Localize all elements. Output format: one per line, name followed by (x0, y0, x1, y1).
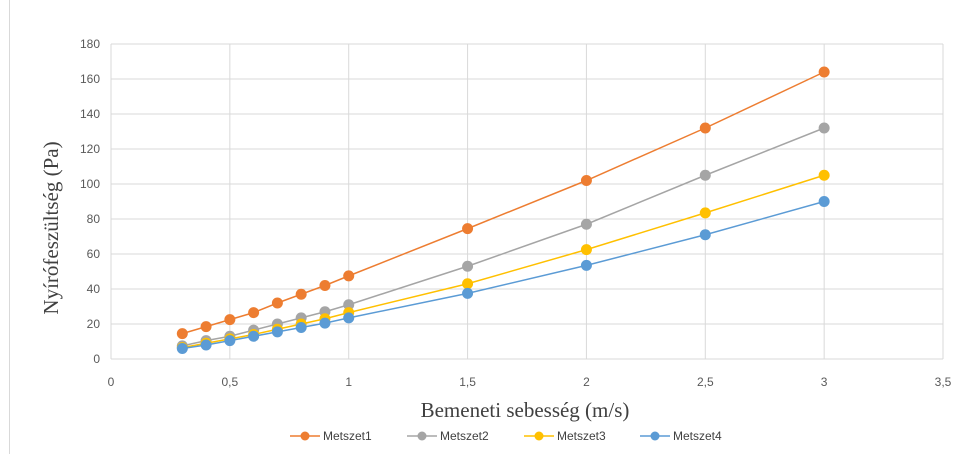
x-tick-labels: 0 0,5 1 1,5 2 2,5 3 3,5 (108, 375, 952, 389)
series-line (182, 127, 825, 347)
x-tick-label: 1,5 (459, 375, 476, 389)
legend-label: Metszet3 (557, 429, 606, 443)
data-point (580, 259, 592, 271)
data-point (200, 321, 212, 333)
x-tick-label: 1 (345, 375, 352, 389)
data-point (248, 307, 260, 319)
series-metszet1 (176, 66, 830, 340)
data-point (818, 122, 830, 134)
series-group (176, 66, 830, 354)
data-point (176, 343, 188, 354)
legend-label: Metszet4 (673, 429, 722, 443)
legend: Metszet1 Metszet2 Metszet3 Metszet4 (290, 429, 722, 443)
y-tick-label: 140 (80, 107, 100, 121)
left-edge-divider (9, 0, 10, 454)
y-tick-labels: 0 20 40 60 80 100 120 140 160 180 (80, 37, 100, 366)
y-axis-title: Nyírófeszültség (Pa) (39, 141, 63, 314)
legend-marker (534, 431, 544, 441)
data-point (343, 270, 355, 282)
data-point (224, 335, 236, 347)
y-tick-label: 180 (80, 37, 100, 51)
data-point (271, 326, 283, 338)
x-tick-label: 0 (108, 375, 115, 389)
data-point (248, 330, 260, 342)
legend-item: Metszet3 (524, 429, 606, 443)
data-point (818, 169, 830, 181)
y-tick-label: 0 (93, 352, 100, 366)
data-point (699, 169, 711, 181)
data-point (176, 328, 188, 340)
legend-label: Metszet1 (323, 429, 372, 443)
data-point (295, 288, 307, 300)
data-point (295, 322, 307, 333)
data-point (319, 317, 331, 329)
data-point (699, 122, 711, 134)
x-tick-label: 2 (583, 375, 590, 389)
y-tick-label: 20 (87, 317, 101, 331)
x-tick-label: 3 (821, 375, 828, 389)
legend-marker (417, 431, 427, 441)
y-tick-label: 120 (80, 142, 100, 156)
x-tick-label: 3,5 (935, 375, 952, 389)
data-point (200, 339, 212, 351)
x-tick-label: 2,5 (697, 375, 714, 389)
legend-item: Metszet1 (290, 429, 372, 443)
y-tick-label: 160 (80, 72, 100, 86)
legend-item: Metszet4 (640, 429, 722, 443)
data-point (818, 66, 830, 78)
data-point (699, 207, 711, 219)
data-point (818, 196, 830, 207)
x-tick-label: 0,5 (222, 375, 239, 389)
legend-marker (300, 431, 310, 441)
data-point (699, 229, 711, 241)
y-tick-label: 80 (87, 212, 101, 226)
y-tick-label: 40 (87, 282, 101, 296)
y-tick-label: 100 (80, 177, 100, 191)
data-point (343, 312, 355, 324)
data-point (462, 223, 474, 235)
gridlines (110, 43, 944, 360)
data-point (580, 244, 592, 256)
series-metszet2 (176, 122, 830, 352)
data-point (271, 297, 283, 309)
legend-item: Metszet2 (407, 429, 489, 443)
legend-marker (650, 431, 660, 441)
data-point (343, 299, 355, 311)
data-point (319, 280, 331, 291)
data-point (224, 314, 236, 326)
y-tick-label: 60 (87, 247, 101, 261)
series-metszet3 (176, 169, 830, 354)
data-point (580, 175, 592, 186)
data-point (462, 278, 474, 290)
x-axis-title: Bemeneti sebesség (m/s) (421, 398, 630, 422)
data-point (580, 218, 592, 230)
data-point (462, 287, 474, 299)
data-point (462, 260, 474, 272)
legend-label: Metszet2 (440, 429, 489, 443)
series-metszet4 (176, 196, 830, 354)
series-line (182, 71, 825, 335)
